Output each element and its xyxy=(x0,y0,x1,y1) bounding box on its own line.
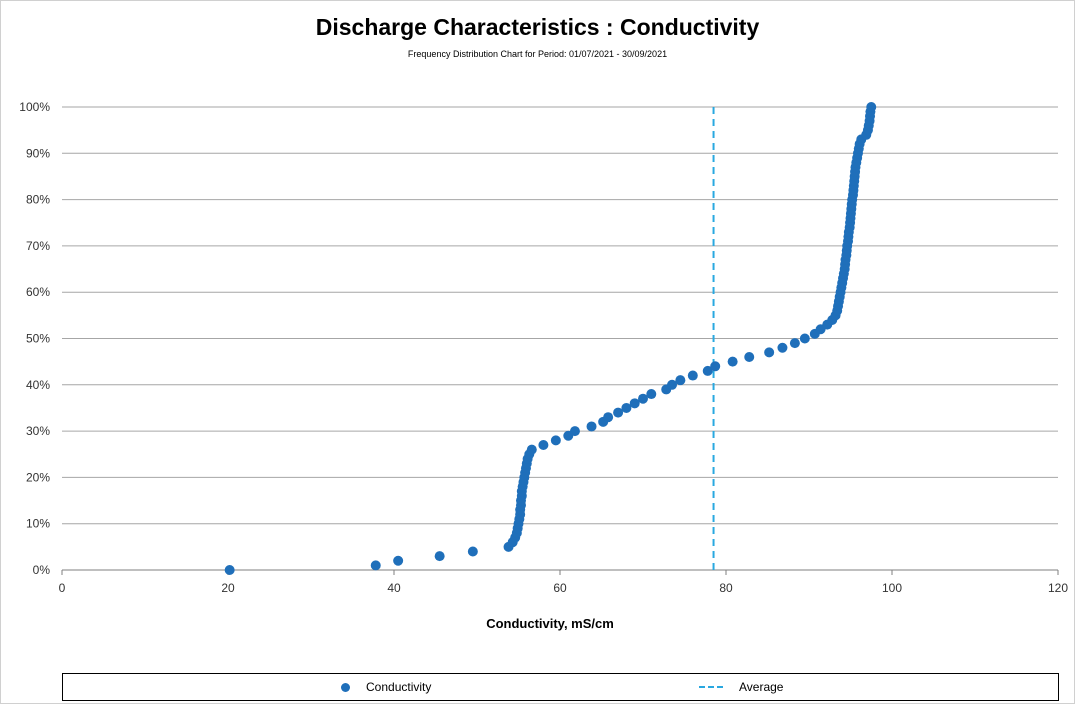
data-point xyxy=(629,398,640,409)
legend-entry-average: Average xyxy=(699,674,783,700)
y-tick-label: 50% xyxy=(26,332,50,346)
x-tick-label: 40 xyxy=(387,581,401,595)
axis-layer: 0% 10% 20% 30% 40% 50% 60% 70% 80% 90% 100% 0 20 40 60… xyxy=(19,100,1068,595)
dashed-line-icon xyxy=(699,686,723,688)
legend-entry-conductivity: Conductivity xyxy=(341,674,431,700)
data-point xyxy=(538,439,549,450)
data-point xyxy=(675,375,686,386)
data-point xyxy=(727,356,738,367)
y-tick-label: 70% xyxy=(26,239,50,253)
data-point xyxy=(526,444,537,455)
data-point xyxy=(799,333,810,344)
data-point xyxy=(744,352,755,363)
data-point xyxy=(434,551,445,562)
data-point xyxy=(370,560,381,571)
data-point xyxy=(393,555,404,566)
y-tick-label: 20% xyxy=(26,470,50,484)
data-point xyxy=(621,402,632,413)
x-axis-label: Conductivity, mS/cm xyxy=(486,616,614,631)
x-tick-label: 20 xyxy=(221,581,235,595)
chart-subtitle: Frequency Distribution Chart for Period:… xyxy=(407,49,668,59)
data-point xyxy=(687,370,698,381)
data-point xyxy=(702,365,713,376)
data-point xyxy=(646,389,657,400)
x-tick-label: 80 xyxy=(719,581,733,595)
data-point xyxy=(224,565,235,575)
data-point xyxy=(789,338,800,349)
data-point xyxy=(866,102,877,112)
data-point xyxy=(467,546,478,557)
series-marker-icon xyxy=(341,682,350,692)
data-point xyxy=(777,342,788,353)
point-layer xyxy=(224,102,877,575)
x-tick-label: 0 xyxy=(59,581,66,595)
y-tick-label: 30% xyxy=(26,424,50,438)
data-point xyxy=(710,361,721,372)
legend: Conductivity Average xyxy=(62,673,1059,701)
legend-label-conductivity: Conductivity xyxy=(366,680,432,694)
x-tick-label: 60 xyxy=(553,581,567,595)
data-point xyxy=(638,393,648,404)
y-tick-label: 60% xyxy=(26,285,50,299)
x-tick-label: 100 xyxy=(882,581,902,595)
data-point xyxy=(667,379,678,390)
chart-title: Discharge Characteristics : Conductivity xyxy=(315,14,760,40)
y-tick-label: 80% xyxy=(26,193,50,207)
data-point xyxy=(586,421,597,432)
data-point xyxy=(569,426,580,437)
y-tick-label: 100% xyxy=(19,100,50,114)
y-tick-label: 0% xyxy=(33,563,51,577)
legend-label-average: Average xyxy=(739,680,784,694)
data-point xyxy=(613,407,624,418)
y-tick-label: 90% xyxy=(26,146,50,160)
data-point xyxy=(603,412,614,423)
y-tick-label: 40% xyxy=(26,378,50,392)
data-point xyxy=(764,347,775,358)
x-tick-label: 120 xyxy=(1048,581,1068,595)
data-point xyxy=(550,435,561,446)
grid-layer xyxy=(62,106,1058,571)
y-tick-label: 10% xyxy=(26,517,50,531)
